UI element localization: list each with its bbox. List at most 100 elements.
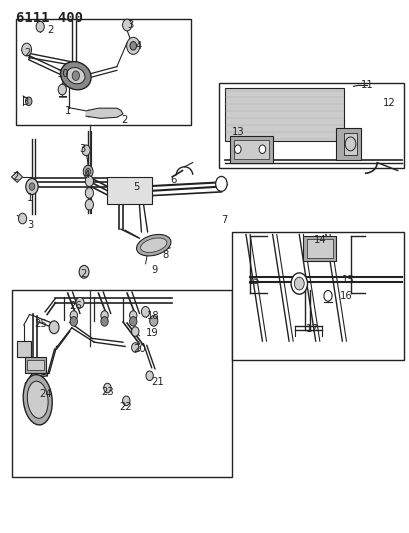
Bar bbox=[219, 83, 403, 168]
Circle shape bbox=[234, 145, 240, 154]
Bar bbox=[106, 177, 151, 204]
Text: 24: 24 bbox=[39, 390, 52, 399]
Bar bbox=[12, 290, 231, 477]
Bar bbox=[229, 136, 272, 163]
Circle shape bbox=[103, 383, 111, 393]
Text: 3: 3 bbox=[127, 20, 133, 30]
Ellipse shape bbox=[140, 238, 166, 253]
Circle shape bbox=[83, 165, 93, 178]
Circle shape bbox=[131, 327, 139, 336]
Text: 16: 16 bbox=[339, 292, 351, 301]
Text: 15: 15 bbox=[247, 277, 260, 286]
Text: 26: 26 bbox=[70, 302, 82, 311]
Text: 3: 3 bbox=[27, 221, 34, 230]
Text: 13: 13 bbox=[231, 127, 244, 136]
Ellipse shape bbox=[61, 62, 91, 90]
Text: 11: 11 bbox=[360, 80, 373, 90]
Circle shape bbox=[36, 21, 44, 32]
Circle shape bbox=[85, 199, 93, 210]
Circle shape bbox=[130, 42, 136, 50]
Circle shape bbox=[70, 311, 77, 320]
Bar bbox=[344, 133, 356, 155]
Circle shape bbox=[215, 176, 227, 191]
Circle shape bbox=[146, 371, 153, 381]
Bar bbox=[231, 232, 403, 360]
Text: 4: 4 bbox=[84, 170, 90, 180]
Circle shape bbox=[70, 317, 77, 326]
Circle shape bbox=[18, 213, 27, 224]
Text: 2: 2 bbox=[47, 26, 54, 35]
Bar bbox=[306, 239, 332, 258]
Ellipse shape bbox=[136, 235, 171, 256]
Bar bbox=[25, 357, 46, 373]
Text: 25: 25 bbox=[34, 319, 47, 329]
Circle shape bbox=[129, 317, 137, 326]
Text: 23: 23 bbox=[101, 387, 114, 397]
Circle shape bbox=[58, 84, 66, 95]
Text: 5: 5 bbox=[133, 182, 139, 191]
Bar bbox=[224, 88, 344, 141]
Text: 22: 22 bbox=[119, 402, 131, 412]
Circle shape bbox=[76, 297, 84, 308]
Text: 1: 1 bbox=[27, 193, 33, 203]
Text: 2: 2 bbox=[12, 172, 19, 182]
Ellipse shape bbox=[23, 375, 52, 425]
Text: 9: 9 bbox=[151, 265, 158, 275]
Circle shape bbox=[26, 179, 38, 195]
Polygon shape bbox=[86, 108, 123, 118]
Polygon shape bbox=[11, 172, 22, 182]
Text: 10: 10 bbox=[56, 69, 69, 78]
Text: 6111 400: 6111 400 bbox=[16, 11, 83, 25]
Circle shape bbox=[344, 137, 355, 151]
Text: 2: 2 bbox=[121, 115, 127, 125]
Circle shape bbox=[79, 265, 89, 278]
Circle shape bbox=[126, 37, 139, 54]
Circle shape bbox=[129, 311, 137, 320]
Circle shape bbox=[85, 168, 90, 175]
Circle shape bbox=[101, 311, 108, 320]
Text: 17: 17 bbox=[305, 325, 317, 334]
Bar bbox=[335, 128, 360, 160]
Circle shape bbox=[82, 145, 90, 156]
Text: 19: 19 bbox=[145, 328, 158, 338]
Ellipse shape bbox=[67, 68, 85, 84]
Text: 14: 14 bbox=[313, 236, 326, 245]
Circle shape bbox=[141, 306, 149, 317]
Circle shape bbox=[122, 19, 131, 31]
Text: 18: 18 bbox=[146, 311, 159, 320]
Circle shape bbox=[101, 317, 108, 326]
Ellipse shape bbox=[27, 381, 48, 418]
Circle shape bbox=[85, 176, 93, 187]
Bar bbox=[17, 341, 31, 357]
Circle shape bbox=[122, 396, 130, 406]
Bar bbox=[303, 236, 335, 261]
Text: 6: 6 bbox=[170, 175, 176, 185]
Bar bbox=[27, 360, 44, 370]
Text: 1: 1 bbox=[65, 107, 71, 116]
Circle shape bbox=[29, 183, 35, 190]
Circle shape bbox=[49, 321, 59, 334]
Circle shape bbox=[131, 343, 139, 352]
Bar bbox=[16, 19, 190, 125]
Circle shape bbox=[85, 188, 93, 198]
Circle shape bbox=[294, 277, 303, 290]
Circle shape bbox=[258, 145, 265, 154]
Text: 21: 21 bbox=[151, 377, 163, 386]
Text: 15: 15 bbox=[341, 276, 353, 285]
Text: 3: 3 bbox=[22, 98, 29, 107]
Bar bbox=[233, 140, 268, 159]
Text: 3: 3 bbox=[79, 144, 85, 154]
Text: 8: 8 bbox=[162, 250, 168, 260]
Circle shape bbox=[22, 43, 31, 56]
Circle shape bbox=[290, 273, 307, 294]
Circle shape bbox=[323, 290, 331, 301]
Circle shape bbox=[149, 316, 157, 326]
Circle shape bbox=[25, 97, 32, 106]
Text: 4: 4 bbox=[135, 41, 141, 51]
Text: 20: 20 bbox=[133, 344, 146, 354]
Text: 7: 7 bbox=[221, 215, 227, 224]
Text: 12: 12 bbox=[382, 99, 395, 108]
Ellipse shape bbox=[72, 71, 79, 80]
Text: 2: 2 bbox=[24, 48, 30, 58]
Text: 2: 2 bbox=[80, 270, 86, 279]
